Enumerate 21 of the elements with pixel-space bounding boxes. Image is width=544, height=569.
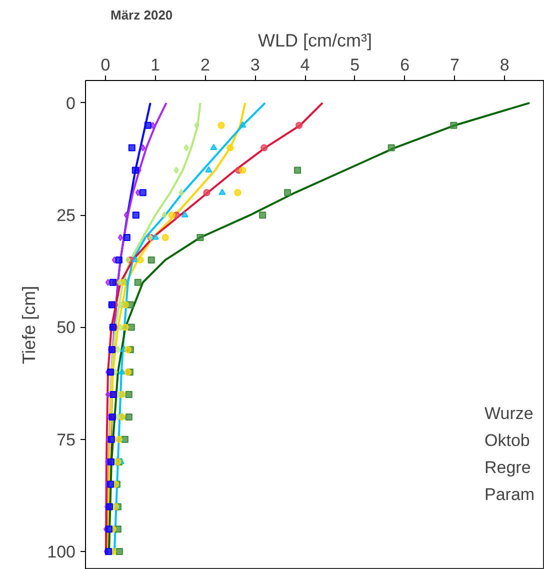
x-tick-label: 4 <box>300 56 310 74</box>
y-axis-title: Tiefe [cm] <box>19 286 40 364</box>
y-tick-label: 100 <box>47 542 76 562</box>
x-tick-label: 3 <box>250 56 260 74</box>
annotation: Wurze <box>484 404 534 423</box>
x-tick-label: 8 <box>500 56 510 74</box>
y-tick-label: 0 <box>66 94 76 113</box>
y-tick-label: 50 <box>56 318 76 338</box>
annotation: Regre <box>484 458 531 477</box>
y-tick-label: 75 <box>56 430 76 450</box>
annotation: Param <box>484 485 535 504</box>
x-tick-label: 6 <box>400 56 410 74</box>
annotation: Oktob <box>484 431 530 450</box>
x-tick-label: 2 <box>200 56 210 74</box>
x-tick-label: 7 <box>450 56 460 74</box>
x-axis-title: WLD [cm/cm³] <box>258 30 372 50</box>
x-tick-label: 5 <box>350 56 360 74</box>
x-tick-label: 1 <box>150 56 160 74</box>
x-tick-label: 0 <box>100 56 110 74</box>
y-tick-label: 25 <box>56 206 76 226</box>
chart-title: März 2020 <box>110 8 173 22</box>
